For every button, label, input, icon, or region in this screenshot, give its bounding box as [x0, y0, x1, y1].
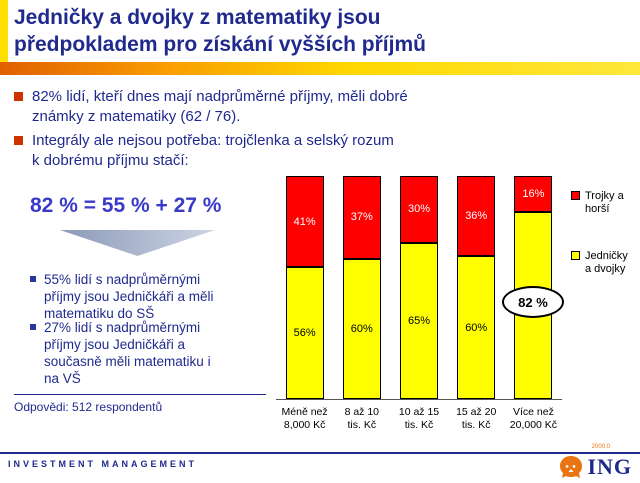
- bar-segment: 60%: [457, 256, 496, 399]
- sub-bullet-text: 27% lidí s nadprůměrnými příjmy jsou Jed…: [44, 320, 211, 386]
- bar-segment: 60%: [342, 258, 381, 399]
- x-axis-label: Více než 20,000 Kč: [509, 406, 558, 431]
- chart-plot: 41% 56% 37% 60% 30% 65% 36% 60% 16%: [276, 176, 562, 400]
- bar-segment: 65%: [400, 242, 438, 399]
- chart-x-axis-labels: Méně než 8,000 Kč 8 až 10 tis. Kč 10 až 15…: [276, 406, 562, 432]
- bar-segment: 36%: [457, 176, 496, 257]
- bar-segment: 30%: [400, 176, 438, 243]
- sub-bullet-text: 55% lidí s nadprůměrnými příjmy jsou Jed…: [44, 272, 214, 321]
- sub-bullet-item: 27% lidí s nadprůměrnými příjmy jsou Jed…: [30, 319, 260, 387]
- left-accent-stripe: [0, 0, 8, 62]
- bar-segment: 41%: [285, 176, 324, 268]
- title-underline-bar: [0, 62, 640, 75]
- bullet-text: Integrály ale nejsou potřeba: trojčlenka…: [32, 132, 394, 169]
- sub-bullet-item: 55% lidí s nadprůměrnými příjmy jsou Jed…: [30, 271, 260, 322]
- bar-column: 37% 60%: [333, 176, 390, 399]
- sub-bullet-square-icon: [30, 276, 36, 282]
- bar-column: 41% 56%: [276, 176, 333, 399]
- stacked-bar: 30% 65%: [400, 176, 438, 399]
- bar-column: 30% 65%: [390, 176, 447, 399]
- x-axis-label: 15 až 20 tis. Kč: [456, 406, 497, 431]
- down-arrow-icon: [60, 230, 215, 256]
- bullet-item: 82% lidí, kteří dnes mají nadprůměrné př…: [14, 87, 408, 127]
- divider-line: [14, 394, 266, 395]
- callout-ellipse: 82 %: [502, 286, 564, 318]
- footer-brand-text: INVESTMENT MANAGEMENT: [8, 459, 197, 469]
- bar-segment: 37%: [342, 176, 381, 259]
- stacked-bar: 37% 60%: [342, 176, 381, 399]
- footer-stamp-text: 2000,0: [591, 444, 610, 450]
- ing-lion-icon: [560, 456, 583, 478]
- bar-column: 36% 60%: [448, 176, 505, 399]
- bar-segment: 16%: [514, 176, 553, 212]
- legend-label: Trojky a horší: [585, 190, 624, 215]
- legend-swatch-trojky: [571, 191, 580, 200]
- legend-item: Trojky a horší: [571, 190, 639, 216]
- ing-logo: ING: [558, 454, 632, 480]
- chart-legend: Trojky a horší Jedničky a dvojky: [571, 190, 639, 310]
- bullet-square-icon: [14, 92, 23, 101]
- legend-swatch-jednicky: [571, 251, 580, 260]
- bullet-item: Integrály ale nejsou potřeba: trojčlenka…: [14, 131, 394, 171]
- legend-item: Jedničky a dvojky: [571, 250, 639, 276]
- stacked-bar: 41% 56%: [285, 176, 324, 399]
- sub-bullet-square-icon: [30, 324, 36, 330]
- x-axis-label: Méně než 8,000 Kč: [281, 406, 328, 431]
- footer-line: [0, 452, 640, 454]
- ing-logo-text: ING: [587, 454, 632, 479]
- bullet-text: 82% lidí, kteří dnes mají nadprůměrné př…: [32, 88, 408, 125]
- legend-label: Jedničky a dvojky: [585, 250, 628, 275]
- x-axis-label: 8 až 10 tis. Kč: [344, 406, 380, 431]
- bullet-square-icon: [14, 136, 23, 145]
- slide-title: Jedničky a dvojky z matematiky jsou před…: [14, 6, 426, 56]
- equation-text: 82 % = 55 % + 27 %: [30, 194, 222, 217]
- x-axis-label: 10 až 15 tis. Kč: [398, 406, 440, 431]
- stacked-bar: 36% 60%: [457, 176, 496, 399]
- footnote-text: Odpovědi: 512 respondentů: [14, 400, 163, 414]
- bar-segment: 56%: [285, 267, 324, 399]
